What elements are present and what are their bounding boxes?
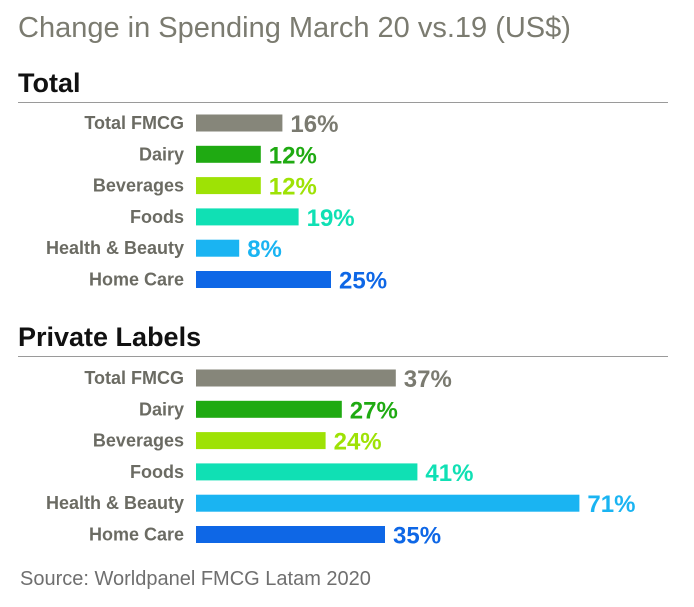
value-label-total-beverages: 12%	[269, 174, 317, 201]
bar-private-labels-total-fmcg	[196, 369, 396, 387]
bar-private-labels-dairy	[196, 400, 342, 418]
section-title-total: Total	[18, 68, 81, 98]
bar-private-labels-health-beauty	[196, 494, 580, 512]
category-label-total-health-beauty: Health & Beauty	[46, 238, 184, 258]
section-divider-private-labels	[18, 356, 668, 357]
category-label-private-labels-total-fmcg: Total FMCG	[84, 368, 184, 388]
category-label-private-labels-foods: Foods	[130, 462, 184, 482]
value-label-private-labels-total-fmcg: 37%	[404, 366, 452, 393]
category-label-total-beverages: Beverages	[93, 176, 184, 196]
category-label-total-foods: Foods	[130, 207, 184, 227]
category-label-private-labels-home-care: Home Care	[89, 525, 184, 545]
bar-total-dairy	[196, 145, 261, 163]
section-divider-total	[18, 102, 668, 103]
bar-total-beverages	[196, 177, 261, 195]
value-label-total-health-beauty: 8%	[247, 236, 282, 263]
value-label-total-total-fmcg: 16%	[290, 111, 338, 138]
section-title-private-labels: Private Labels	[18, 322, 202, 352]
category-label-total-total-fmcg: Total FMCG	[84, 113, 184, 133]
bar-total-home-care	[196, 271, 331, 288]
value-label-private-labels-health-beauty: 71%	[587, 491, 635, 518]
value-label-total-home-care: 25%	[339, 268, 387, 295]
bar-total-health-beauty	[196, 239, 240, 257]
category-label-total-home-care: Home Care	[89, 270, 184, 290]
category-label-private-labels-dairy: Dairy	[139, 399, 184, 419]
chart-title: Change in Spending March 20 vs.19 (US$)	[18, 12, 571, 44]
bar-private-labels-foods	[196, 463, 418, 481]
category-label-total-dairy: Dairy	[139, 144, 184, 164]
bar-total-total-fmcg	[196, 114, 283, 132]
value-label-private-labels-foods: 41%	[425, 460, 473, 487]
bar-private-labels-beverages	[196, 432, 326, 450]
value-label-private-labels-home-care: 35%	[393, 523, 441, 550]
value-label-private-labels-beverages: 24%	[334, 429, 382, 456]
bar-private-labels-home-care	[196, 526, 385, 543]
value-label-total-foods: 19%	[307, 205, 355, 232]
category-label-private-labels-health-beauty: Health & Beauty	[46, 493, 184, 513]
value-label-private-labels-dairy: 27%	[350, 397, 398, 424]
category-label-private-labels-beverages: Beverages	[93, 431, 184, 451]
value-label-total-dairy: 12%	[269, 142, 317, 169]
source-note: Source: Worldpanel FMCG Latam 2020	[20, 568, 371, 590]
bar-total-foods	[196, 208, 299, 226]
